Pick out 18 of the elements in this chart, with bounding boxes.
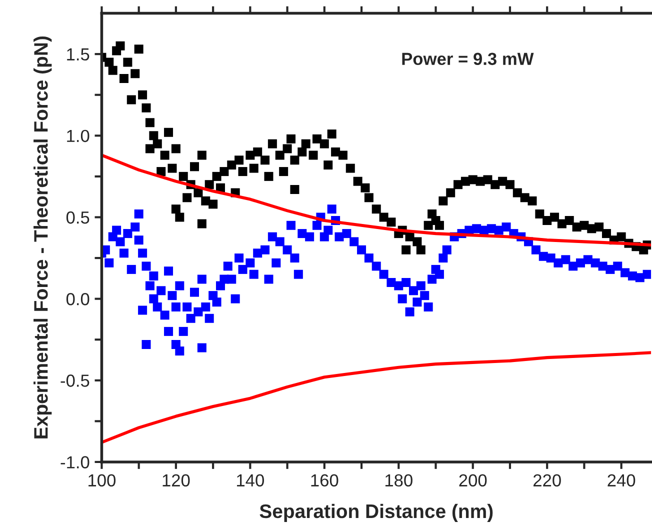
x-axis-title: Separation Distance (nm) xyxy=(260,504,493,522)
x-tick-label: 100 xyxy=(88,474,116,487)
y-tick-label: 0.5 xyxy=(66,211,90,224)
y-tick-label: 0.0 xyxy=(66,292,90,306)
line-series xyxy=(102,351,652,444)
x-tick-label: 160 xyxy=(311,474,338,487)
y-tick-label: 1.5 xyxy=(67,48,90,61)
x-tick-label: 140 xyxy=(237,474,264,487)
x-tick-label: 200 xyxy=(459,474,487,487)
x-tick-label: 120 xyxy=(162,474,190,487)
annotation: Power = 9.3 mW xyxy=(402,52,534,66)
y-tick-label: 1.0 xyxy=(67,130,90,142)
y-tick-label: -0.5 xyxy=(60,374,90,387)
y-tick-label: -1.0 xyxy=(60,456,90,468)
x-tick-label: 180 xyxy=(385,474,412,487)
x-tick-label: 240 xyxy=(608,474,636,487)
y-axis-title: Experimental Force - Theoretical Force (pN) xyxy=(34,36,52,438)
x-tick-label: 220 xyxy=(533,474,561,487)
